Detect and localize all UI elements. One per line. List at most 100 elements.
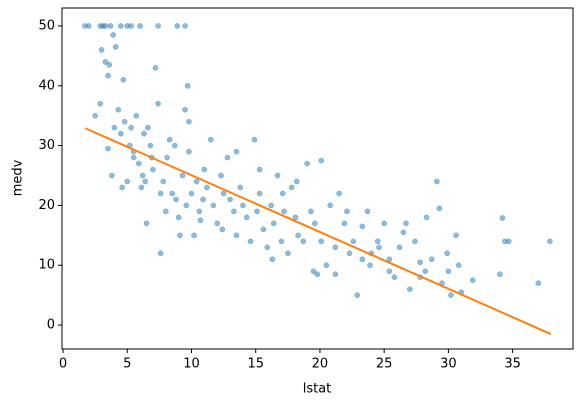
- data-point: [166, 136, 173, 143]
- data-point: [214, 220, 221, 227]
- data-point: [201, 166, 208, 173]
- data-point: [350, 238, 357, 245]
- data-point: [102, 58, 109, 65]
- x-axis-label: lstat: [303, 382, 332, 397]
- data-point: [210, 202, 217, 209]
- y-tick-label: 10: [38, 258, 55, 273]
- data-point: [505, 238, 512, 245]
- data-point: [121, 118, 128, 125]
- data-point: [133, 112, 140, 119]
- plot-frame: [61, 7, 574, 350]
- data-point: [119, 184, 125, 191]
- x-tick-label: 20: [312, 357, 329, 372]
- y-tick-label: 0: [47, 318, 55, 333]
- data-point: [218, 172, 224, 179]
- data-point: [107, 23, 114, 29]
- data-point: [160, 178, 167, 185]
- data-point: [535, 280, 542, 287]
- data-point: [256, 190, 263, 197]
- data-point: [157, 190, 164, 197]
- x-tick-label: 5: [123, 357, 131, 372]
- data-point: [184, 82, 191, 89]
- data-point: [367, 262, 373, 269]
- data-point: [108, 172, 115, 179]
- data-point: [152, 64, 159, 71]
- y-tick-label: 50: [38, 18, 55, 33]
- data-point: [448, 292, 454, 299]
- data-point: [243, 214, 250, 221]
- data-point: [346, 250, 353, 257]
- data-point: [117, 23, 124, 29]
- data-point: [293, 178, 300, 185]
- data-point: [147, 142, 154, 149]
- data-point: [423, 214, 430, 221]
- data-point: [469, 277, 476, 284]
- data-point: [157, 250, 164, 257]
- data-point: [332, 271, 339, 278]
- x-tick-label: 15: [247, 357, 264, 372]
- data-point: [141, 130, 147, 137]
- data-point: [412, 238, 418, 245]
- data-point: [182, 106, 188, 113]
- data-point: [256, 166, 263, 173]
- data-point: [240, 202, 246, 209]
- data-point: [117, 130, 124, 137]
- data-point: [102, 23, 109, 29]
- data-point: [183, 202, 190, 209]
- data-point: [237, 184, 244, 191]
- data-point: [128, 23, 134, 29]
- data-point: [128, 124, 134, 131]
- data-point: [139, 172, 146, 179]
- fit-line: [84, 127, 552, 335]
- data-point: [219, 226, 226, 233]
- data-point: [332, 244, 339, 251]
- data-point: [381, 220, 388, 227]
- data-point: [274, 172, 281, 179]
- data-point: [304, 160, 310, 167]
- data-point: [231, 208, 237, 215]
- data-point: [391, 274, 398, 281]
- data-point: [311, 220, 318, 227]
- data-point: [92, 112, 98, 119]
- data-point: [428, 256, 435, 263]
- data-point: [233, 148, 240, 155]
- data-point: [112, 44, 119, 50]
- y-tick-label: 30: [38, 138, 55, 153]
- data-point: [177, 232, 183, 239]
- data-point: [227, 196, 233, 203]
- data-point: [130, 154, 137, 161]
- data-point: [233, 232, 240, 239]
- data-point: [341, 220, 348, 227]
- data-point: [111, 124, 118, 131]
- data-point: [396, 244, 403, 251]
- data-point: [295, 232, 301, 239]
- data-point: [200, 196, 206, 203]
- data-point: [264, 244, 271, 251]
- data-point: [182, 23, 188, 29]
- data-point: [247, 238, 254, 245]
- data-point: [547, 238, 553, 245]
- data-point: [323, 262, 330, 269]
- data-point: [288, 184, 295, 191]
- data-point: [417, 259, 423, 266]
- data-point: [318, 238, 325, 245]
- y-tick-label: 20: [38, 198, 55, 213]
- data-point: [310, 268, 317, 275]
- data-point: [224, 154, 231, 161]
- data-point: [220, 190, 227, 197]
- data-point: [186, 118, 192, 125]
- data-point: [144, 124, 151, 131]
- data-point: [106, 61, 113, 68]
- data-point: [455, 262, 462, 269]
- data-point: [196, 208, 203, 215]
- data-point: [98, 47, 105, 53]
- data-point: [143, 220, 150, 227]
- data-point: [171, 142, 178, 149]
- data-point: [105, 72, 111, 79]
- data-point: [179, 172, 186, 179]
- y-axis-label: medv: [11, 159, 26, 196]
- data-point: [444, 250, 450, 257]
- data-point: [162, 208, 169, 215]
- data-point: [186, 148, 192, 155]
